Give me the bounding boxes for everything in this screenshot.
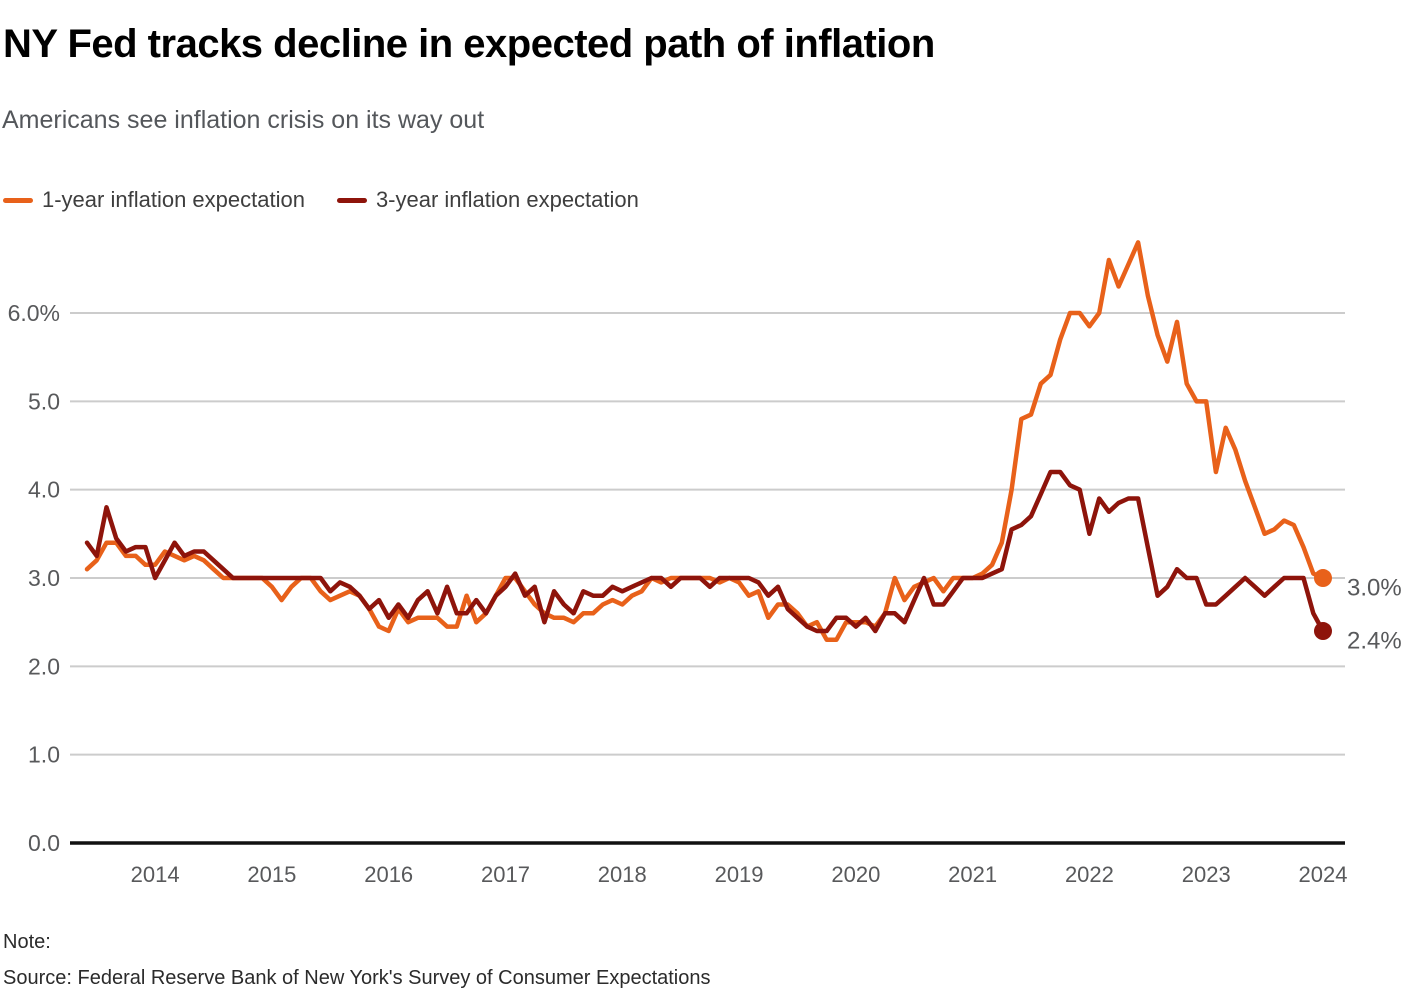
end-label-3year: 2.4% [1347,628,1402,655]
series-line-1year [84,240,1326,643]
y-tick-label: 3.0 [28,565,60,591]
note-label: Note: [3,931,51,953]
source-text: Source: Federal Reserve Bank of New York… [3,967,711,989]
y-tick-label: 1.0 [28,742,60,768]
end-label-1year: 3.0% [1347,575,1402,602]
legend-item-1year: 1-year inflation expectation [3,187,305,213]
y-tick-label: 5.0 [28,388,60,414]
x-tick-label: 2024 [1299,862,1348,887]
x-tick-label: 2017 [481,862,530,887]
x-tick-label: 2014 [131,862,180,887]
legend-swatch-3year-icon [336,197,367,203]
x-tick-label: 2023 [1182,862,1231,887]
legend-label-3year: 3-year inflation expectation [375,187,639,212]
x-tick-label: 2019 [715,862,764,887]
x-tick-label: 2016 [364,862,413,887]
legend: 1-year inflation expectation 3-year infl… [3,187,639,213]
end-dot-3year [1314,622,1332,641]
y-tick-label: 6.0% [8,300,60,326]
y-tick-label: 0.0 [28,830,60,856]
series-line-3year [84,469,1326,634]
legend-swatch-1year-icon [3,197,33,203]
x-tick-label: 2020 [831,862,880,887]
page-subtitle: Americans see inflation crisis on its wa… [2,106,485,134]
legend-item-3year: 3-year inflation expectation [336,187,639,213]
x-tick-label: 2021 [948,862,997,887]
end-dot-1year [1314,569,1332,588]
legend-label-1year: 1-year inflation expectation [42,187,305,212]
page-title: NY Fed tracks decline in expected path o… [3,22,935,66]
y-tick-label: 2.0 [28,653,60,679]
x-tick-label: 2022 [1065,862,1114,887]
y-tick-label: 4.0 [28,477,60,503]
x-tick-label: 2018 [598,862,647,887]
x-tick-label: 2015 [247,862,296,887]
